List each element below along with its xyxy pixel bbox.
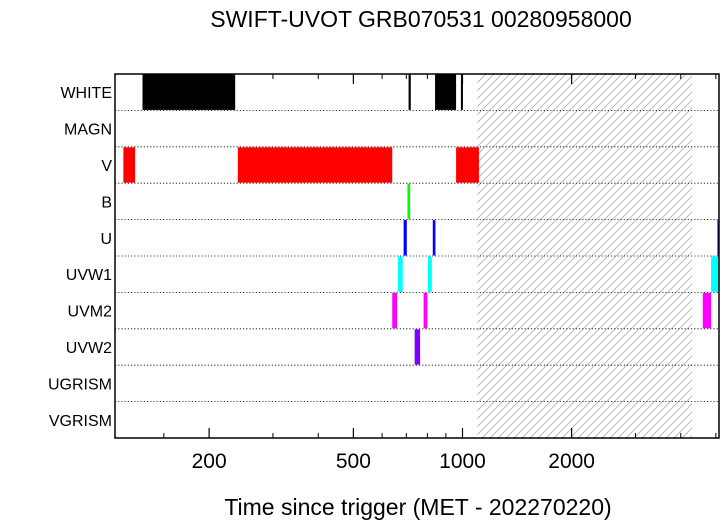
exposure-bar-white xyxy=(408,74,411,110)
plot-frame xyxy=(114,73,720,439)
exposure-bar-uvm2 xyxy=(702,292,712,329)
exposure-bar-v xyxy=(123,147,136,183)
lane-label-b: B xyxy=(101,194,112,211)
exposure-bar-uvw1 xyxy=(398,256,403,292)
exposure-bar-white xyxy=(142,74,236,110)
x-tick-label: 2000 xyxy=(548,450,595,473)
exposure-bar-white xyxy=(435,74,457,110)
x-tick-label: 200 xyxy=(192,450,227,473)
lane-label-ugrism: UGRISM xyxy=(48,376,112,393)
exposure-bar-uvm2 xyxy=(423,292,428,329)
lane-label-v: V xyxy=(101,158,112,175)
chart-title: SWIFT-UVOT GRB070531 00280958000 xyxy=(210,6,631,32)
lane-label-white: WHITE xyxy=(60,85,112,102)
exposure-bar-u xyxy=(432,220,436,256)
lane-label-uvw2: UVW2 xyxy=(66,340,112,357)
exposure-bar-uvw1 xyxy=(427,256,432,292)
exposure-bar-b xyxy=(407,183,411,220)
x-tick-label: 1000 xyxy=(439,450,486,473)
lane-label-u: U xyxy=(100,231,112,248)
lane-label-uvw1: UVW1 xyxy=(66,267,112,284)
exposure-bar-u xyxy=(717,220,719,256)
exposure-bar-white xyxy=(460,74,463,110)
exposure-bar-uvw2 xyxy=(414,329,421,365)
lane-label-magn: MAGN xyxy=(64,122,112,139)
lane-labels: WHITE MAGN V B U UVW1 UVM2 UVW2 UGRISM VGRISM xyxy=(48,85,112,430)
grid-layer xyxy=(115,110,719,403)
lane-label-uvm2: UVM2 xyxy=(68,304,113,321)
x-tick-label: 500 xyxy=(336,450,371,473)
bars-layer xyxy=(123,74,719,365)
exposure-bar-v xyxy=(456,147,479,183)
exposure-bar-uvw1 xyxy=(711,256,719,292)
x-axis-title: Time since trigger (MET - 202270220) xyxy=(224,494,611,520)
exposure-bar-u xyxy=(403,220,407,256)
exposure-bar-v xyxy=(237,147,393,183)
lane-label-vgrism: VGRISM xyxy=(49,413,112,430)
exposure-bar-uvm2 xyxy=(392,292,398,329)
x-axis-ticks: 200 500 1000 2000 xyxy=(163,74,717,473)
